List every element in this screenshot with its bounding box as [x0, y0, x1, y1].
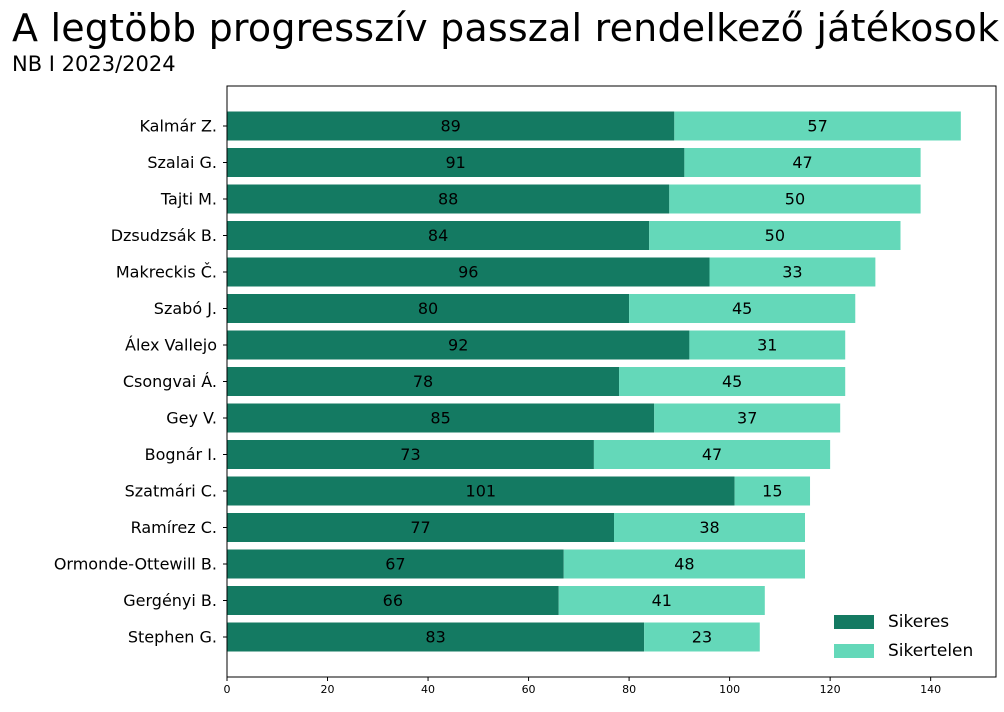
category-label: Makreckis Č. [116, 263, 217, 282]
x-tick-label: 40 [421, 683, 435, 696]
chart-title: A legtöbb progresszív passzal rendelkező… [12, 6, 1000, 50]
data-label: 101 [466, 482, 497, 501]
category-label: Ramírez C. [131, 518, 217, 537]
bars-layer: 89 57 91 47 88 50 84 50 96 33 80 45 92 31 78 45 85 37 73 47… [227, 111, 961, 652]
bar-sikeres [227, 111, 675, 141]
bar-sikertelen [619, 367, 846, 396]
data-label: 84 [428, 226, 448, 245]
category-label: Dzsudzsák B. [111, 226, 217, 245]
bar-sikertelen [593, 440, 831, 469]
x-tick-label: 20 [321, 683, 335, 696]
bar-sikertelen [558, 586, 765, 615]
data-label: 80 [418, 299, 438, 318]
category-label: Szatmári C. [125, 482, 217, 501]
bar-sikertelen [709, 257, 876, 287]
category-label: Stephen G. [128, 628, 217, 647]
legend-swatch [834, 615, 874, 629]
bar-sikeres [227, 221, 650, 250]
category-label: Bognár I. [145, 445, 217, 464]
data-label: 91 [446, 153, 466, 172]
data-label: 66 [383, 591, 403, 610]
data-label: 38 [699, 518, 719, 537]
legend-label: Sikertelen [888, 641, 973, 661]
bar-sikeres [227, 513, 615, 542]
category-label: Csongvai Á. [123, 372, 217, 391]
data-label: 15 [762, 482, 782, 501]
data-label: 67 [385, 555, 405, 574]
data-label: 23 [692, 628, 712, 647]
data-label: 47 [792, 153, 812, 172]
bar-sikertelen [649, 221, 901, 250]
data-label: 37 [737, 409, 757, 428]
bar-sikertelen [734, 476, 811, 506]
plot-frame [226, 85, 997, 678]
data-label: 33 [782, 263, 802, 282]
x-tick-label: 120 [820, 683, 841, 696]
x-tick-label: 100 [719, 683, 740, 696]
bar-sikertelen [629, 294, 856, 323]
x-tick-label: 80 [622, 683, 636, 696]
bar-sikeres [227, 294, 630, 323]
category-label: Szalai G. [147, 153, 217, 172]
bar-sikeres [227, 440, 594, 469]
bar-sikeres [227, 330, 690, 360]
data-label: 73 [400, 445, 420, 464]
data-label: 41 [652, 591, 672, 610]
data-label: 77 [410, 518, 430, 537]
bar-sikeres [227, 257, 710, 287]
data-label: 45 [732, 299, 752, 318]
data-label: 89 [440, 117, 460, 136]
data-label: 45 [722, 372, 742, 391]
bar-sikeres [227, 367, 620, 396]
bar-sikertelen [689, 330, 846, 360]
data-label: 31 [757, 336, 777, 355]
bar-sikertelen [654, 403, 841, 433]
legend-label: Sikeres [888, 612, 949, 632]
legend-swatch [834, 644, 874, 658]
bar-sikertelen [669, 184, 921, 214]
data-label: 83 [425, 628, 445, 647]
data-label: 57 [807, 117, 827, 136]
bar-sikeres [227, 184, 670, 214]
bar-sikeres [227, 586, 559, 615]
x-tick-label: 60 [522, 683, 536, 696]
bar-sikertelen [674, 111, 961, 141]
data-label: 85 [430, 409, 450, 428]
category-label: Kalmár Z. [139, 117, 217, 136]
data-label: 96 [458, 263, 478, 282]
data-label: 88 [438, 190, 458, 209]
data-label: 78 [413, 372, 433, 391]
x-tick-label: 0 [224, 683, 231, 696]
bar-sikeres [227, 403, 655, 433]
bar-sikertelen [563, 549, 806, 579]
category-label: Ormonde-Ottewill B. [54, 555, 217, 574]
bar-sikeres [227, 622, 645, 652]
category-labels: Kalmár Z. Szalai G. Tajti M. Dzsudzsák B. Ma… [54, 117, 227, 647]
x-tick-label: 140 [920, 683, 941, 696]
data-label: 48 [674, 555, 694, 574]
category-label: Gey V. [166, 409, 217, 428]
bar-sikeres [227, 148, 685, 177]
category-label: Álex Vallejo [125, 336, 217, 355]
data-label: 50 [765, 226, 785, 245]
bar-sikertelen [644, 622, 760, 652]
category-label: Tajti M. [160, 190, 217, 209]
bar-sikertelen [684, 148, 921, 177]
category-label: Szabó J. [154, 299, 217, 318]
data-label: 50 [785, 190, 805, 209]
bar-sikeres [227, 476, 735, 506]
bar-sikertelen [614, 513, 806, 542]
bar-sikeres [227, 549, 564, 579]
legend: Sikeres Sikertelen [834, 612, 973, 661]
data-label: 47 [702, 445, 722, 464]
category-label: Gergényi B. [123, 591, 217, 610]
x-axis-ticks: 0 20 40 60 80 100 120 140 [224, 677, 941, 696]
chart-subtitle: NB I 2023/2024 [12, 52, 176, 76]
data-label: 92 [448, 336, 468, 355]
